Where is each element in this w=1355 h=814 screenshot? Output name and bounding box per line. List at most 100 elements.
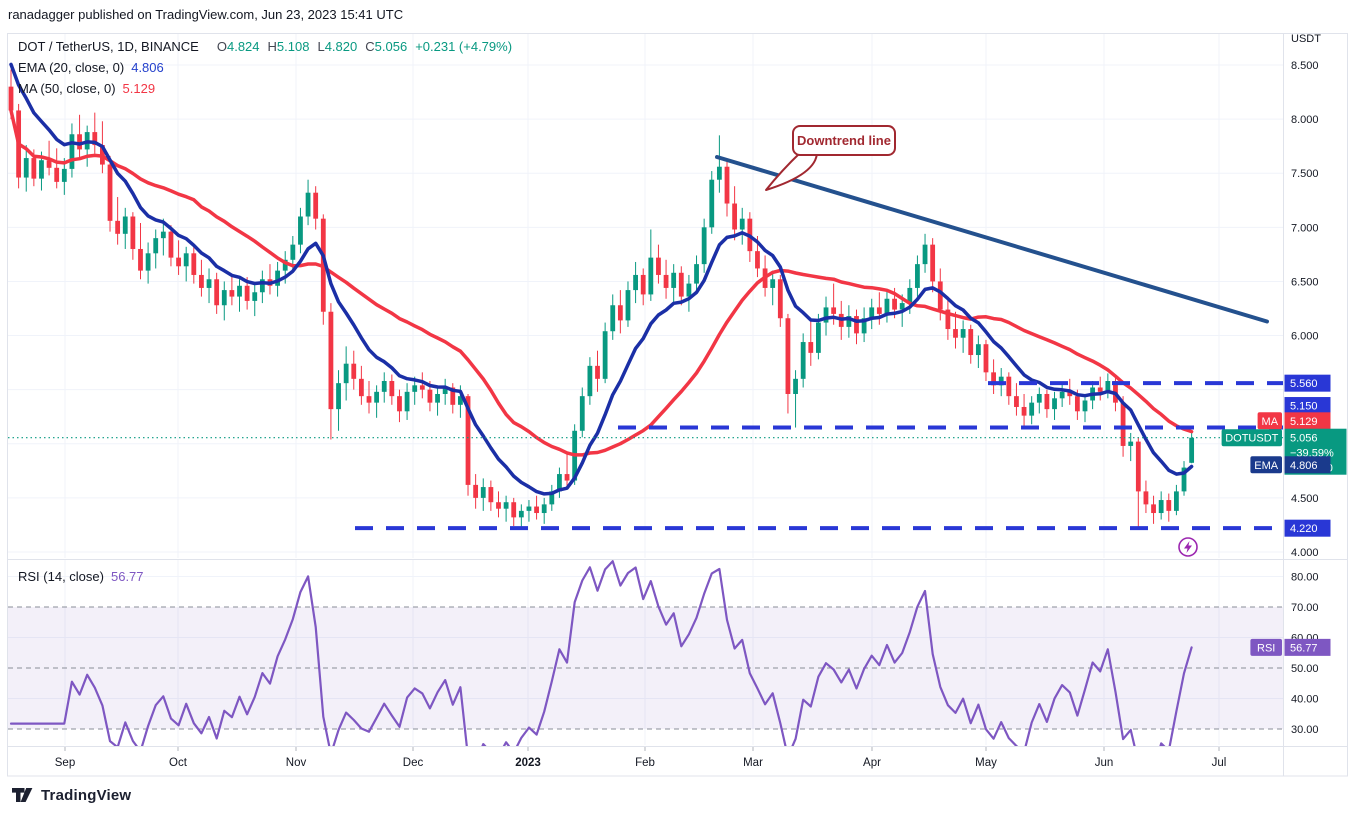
candle bbox=[930, 238, 936, 293]
candle bbox=[214, 272, 220, 314]
time-tick-label: 2023 bbox=[515, 757, 541, 769]
candle bbox=[1082, 393, 1088, 423]
svg-text:4.500: 4.500 bbox=[1291, 493, 1319, 505]
candle bbox=[259, 270, 265, 304]
candle bbox=[1181, 461, 1187, 496]
candle bbox=[671, 264, 677, 304]
symbol-title[interactable]: DOT / TetherUS, 1D, BINANCE bbox=[18, 39, 199, 54]
tradingview-logo[interactable]: TradingView bbox=[12, 787, 131, 804]
candle bbox=[648, 229, 654, 301]
downtrend-line[interactable] bbox=[715, 154, 1269, 324]
svg-text:6.000: 6.000 bbox=[1291, 331, 1319, 343]
candle bbox=[602, 322, 608, 384]
svg-text:5.129: 5.129 bbox=[1290, 416, 1318, 428]
ema-legend-row[interactable]: EMA (20, close, 0) 4.806 bbox=[18, 57, 512, 78]
candle bbox=[549, 484, 555, 511]
candle bbox=[617, 290, 623, 334]
candle bbox=[922, 233, 928, 273]
lightning-icon[interactable] bbox=[1178, 537, 1198, 557]
time-tick-label: May bbox=[975, 757, 997, 769]
candle bbox=[587, 357, 593, 405]
candle bbox=[389, 374, 395, 405]
candle bbox=[69, 123, 75, 178]
price-axis[interactable]: USDT 8.500 8.000 7.500 7.000 6.500 6.000 4.500 4… bbox=[1291, 33, 1321, 736]
candle bbox=[199, 259, 204, 297]
candle bbox=[138, 223, 143, 280]
candle bbox=[435, 387, 440, 416]
candle bbox=[1151, 495, 1156, 524]
candle bbox=[823, 296, 829, 336]
svg-text:8.500: 8.500 bbox=[1291, 60, 1319, 72]
candle bbox=[983, 339, 989, 382]
candle bbox=[1128, 432, 1134, 462]
candle bbox=[1052, 391, 1057, 420]
downtrend-callout-text: Downtrend line bbox=[797, 133, 891, 148]
candle bbox=[1166, 493, 1172, 522]
candle bbox=[358, 365, 364, 405]
candle bbox=[237, 279, 242, 312]
candles-series bbox=[8, 69, 1195, 529]
candle bbox=[526, 500, 532, 522]
axis-badge-EMA: 4.806 EMA bbox=[1250, 456, 1331, 474]
ma-value: 5.129 bbox=[122, 81, 156, 96]
candle bbox=[777, 274, 783, 327]
candle bbox=[229, 274, 235, 306]
pane-borders bbox=[7, 33, 1348, 777]
candle bbox=[366, 381, 372, 414]
ohlc-close-label: C bbox=[365, 39, 375, 54]
candle bbox=[328, 303, 334, 440]
ma-legend-row[interactable]: MA (50, close, 0) 5.129 bbox=[18, 78, 512, 99]
svg-text:EMA: EMA bbox=[1254, 460, 1279, 472]
candle bbox=[1044, 389, 1050, 418]
ohlc-high-value: 5.108 bbox=[276, 39, 310, 54]
svg-text:4.000: 4.000 bbox=[1291, 547, 1319, 559]
candle bbox=[846, 305, 852, 338]
candle bbox=[336, 370, 341, 431]
candle bbox=[1014, 383, 1019, 416]
candle bbox=[145, 242, 151, 284]
support-resistance-lines[interactable] bbox=[355, 381, 1283, 531]
candle bbox=[313, 186, 319, 230]
rsi-value: 56.77 bbox=[110, 569, 144, 584]
candle bbox=[534, 495, 539, 520]
candle bbox=[480, 478, 486, 511]
candle bbox=[496, 491, 501, 518]
candle bbox=[793, 370, 798, 428]
candle bbox=[739, 207, 745, 245]
candle bbox=[84, 125, 90, 167]
candle bbox=[1174, 484, 1179, 516]
candle bbox=[54, 148, 60, 189]
candle bbox=[511, 497, 517, 527]
time-tick-label: Feb bbox=[635, 757, 655, 769]
candle bbox=[884, 290, 890, 323]
svg-text:DOTUSDT: DOTUSDT bbox=[1225, 433, 1278, 445]
ma-label: MA (50, close, 0) bbox=[18, 81, 116, 96]
candle bbox=[541, 497, 547, 524]
candle bbox=[800, 333, 806, 388]
time-axis[interactable]: Sep Oct Nov Dec 2023 Feb Mar Apr May Jun Jul bbox=[55, 747, 1227, 769]
candle bbox=[861, 307, 867, 343]
axis-badge-5.150: 5.150 bbox=[1284, 397, 1331, 415]
downtrend-callout[interactable]: Downtrend line bbox=[765, 125, 896, 191]
candle bbox=[267, 264, 273, 295]
candle bbox=[564, 452, 570, 488]
tradingview-logo-icon bbox=[12, 788, 33, 802]
ohlc-low-value: 4.820 bbox=[324, 39, 358, 54]
published-bar: ranadagger published on TradingView.com,… bbox=[8, 7, 404, 22]
candle bbox=[77, 114, 82, 159]
candle bbox=[625, 281, 631, 327]
svg-text:80.00: 80.00 bbox=[1291, 572, 1319, 584]
legend-rsi[interactable]: RSI (14, close) 56.77 bbox=[18, 566, 144, 587]
candle bbox=[1143, 480, 1149, 514]
axis-badge-RSI: 56.77 RSI bbox=[1250, 638, 1331, 656]
legend-main: DOT / TetherUS, 1D, BINANCE O4.824 H5.108 L… bbox=[18, 36, 512, 99]
svg-text:6.500: 6.500 bbox=[1291, 276, 1319, 288]
ema-label: EMA (20, close, 0) bbox=[18, 60, 125, 75]
candle bbox=[968, 324, 974, 364]
gridlines bbox=[8, 34, 1283, 745]
candle bbox=[1059, 383, 1065, 407]
candle bbox=[343, 346, 349, 401]
candle bbox=[503, 495, 509, 522]
candle bbox=[709, 171, 715, 234]
